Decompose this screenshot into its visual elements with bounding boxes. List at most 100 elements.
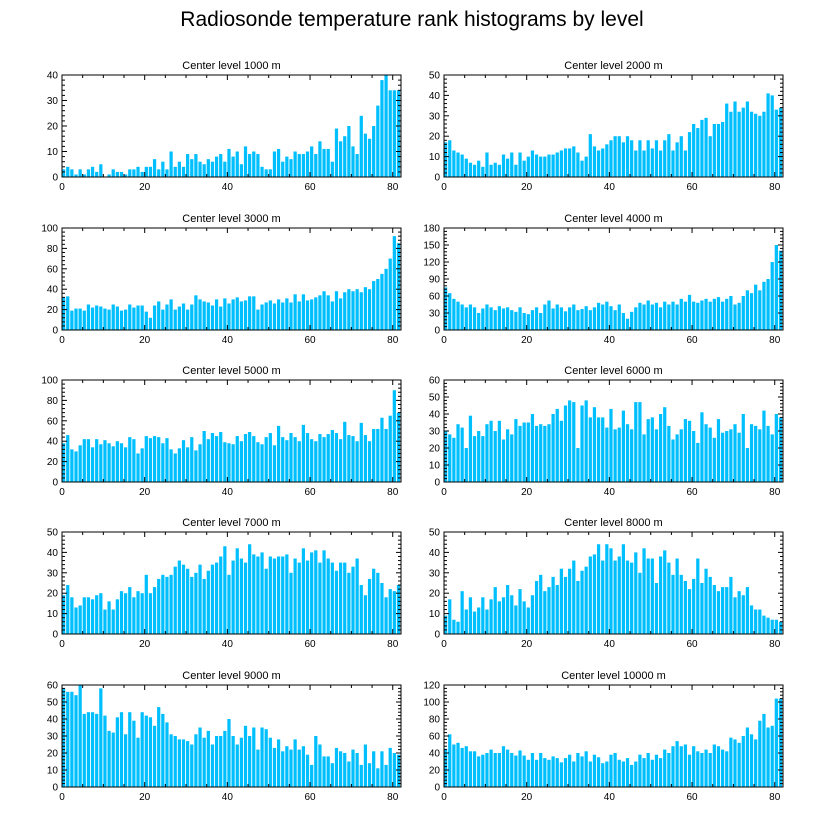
bar [186,309,190,330]
bar [555,304,559,330]
bar [762,111,766,177]
bar [82,310,86,330]
bar [157,301,161,330]
bar [539,156,543,177]
y-tick-label: 10 [429,461,441,472]
bar [576,753,580,787]
bar [194,572,198,634]
y-tick-label: 40 [47,548,59,559]
x-tick-label: 20 [139,487,151,498]
bar [766,425,770,482]
bar [392,753,396,787]
bar [248,736,252,787]
bar [256,556,260,634]
bar [696,751,700,787]
bar [658,556,663,634]
bar [367,138,372,177]
bar [115,306,119,330]
bar [190,437,194,482]
bar [66,435,70,482]
bar [169,734,173,787]
bar [774,245,778,330]
bar [78,685,82,787]
bar [301,548,306,634]
bar [663,749,667,787]
bar [563,311,568,330]
y-tick-label: 10 [47,147,59,158]
bar [468,415,473,482]
bar [322,437,326,482]
x-tick-label: 60 [304,487,316,498]
bar [264,302,268,330]
bar [716,591,721,634]
bar [617,556,621,634]
x-tick-label: 0 [59,639,65,650]
bar [396,754,401,787]
bar [285,156,289,177]
bar [264,568,268,634]
bars [62,544,401,634]
bar [359,422,363,482]
bar [256,154,260,177]
bar [252,554,256,634]
bar [355,289,359,330]
bar [609,140,613,177]
bar [119,443,124,482]
bar [745,290,750,330]
bar [165,169,169,177]
bar [526,156,530,177]
panel-10: Center level 10000 m 0 20 40 60 80 0 20 40 60 80 10… [423,670,784,803]
bar [305,433,310,482]
bar [173,166,177,177]
bar [543,156,547,177]
bar [194,154,198,177]
bar [111,304,115,330]
bar [310,299,314,330]
bar [148,717,153,787]
bar [444,748,448,787]
bar [741,107,745,177]
bar [568,400,572,482]
bar [124,174,128,177]
bar [576,310,580,330]
bar [572,761,576,787]
bar [497,164,501,177]
bar [663,301,667,330]
bar [281,437,285,482]
bar [696,442,700,482]
bar [762,410,766,482]
bar [293,739,297,787]
bar [497,306,501,330]
x-tick-label: 0 [441,792,447,803]
bar [343,136,347,177]
bar [563,148,568,177]
bar [510,595,514,634]
bar [754,609,758,634]
bar [646,419,650,482]
bar [687,294,692,330]
bar [725,103,729,177]
bar [630,764,634,787]
bar [493,162,497,177]
bar [584,566,588,634]
bar [580,405,584,482]
bar [297,154,301,177]
bar [489,420,493,482]
bar [563,405,568,482]
bar [252,727,256,787]
bar [568,148,572,177]
bar [338,562,343,634]
y-tick-label: 30 [429,111,441,122]
bar [372,568,376,634]
bar [460,154,464,177]
bar [239,441,244,482]
bar [78,605,82,634]
bar [157,707,161,787]
bar [477,756,481,787]
bar [464,448,468,482]
bar [592,554,597,634]
bar [289,572,293,634]
bar [223,442,227,482]
bar [260,444,264,482]
bar [297,301,301,330]
